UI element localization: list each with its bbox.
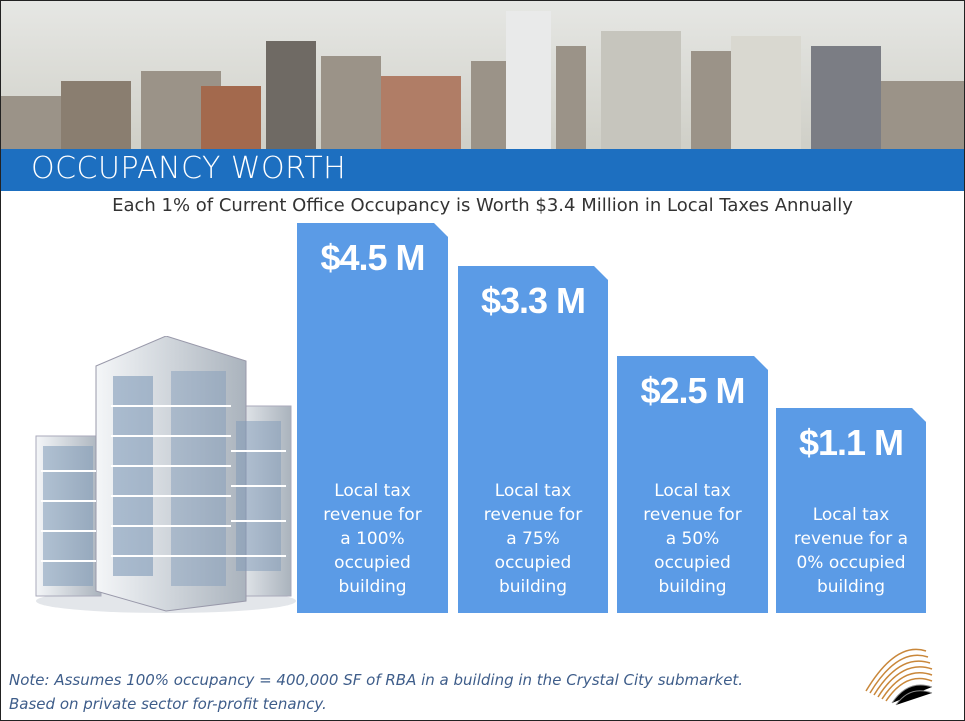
card-value: $2.5 M <box>623 370 762 412</box>
subtitle: Each 1% of Current Office Occupancy is W… <box>1 195 964 216</box>
note: Note: Assumes 100% occupancy = 400,000 S… <box>9 671 743 689</box>
card-description: Local tax revenue for a 50% occupied bui… <box>623 479 762 599</box>
card: $3.3 M Local tax revenue for a 75% occup… <box>458 266 608 613</box>
card: $1.1 M Local tax revenue for a 0% occupi… <box>776 408 926 613</box>
card: $4.5 M Local tax revenue for a 100% occu… <box>297 223 448 613</box>
card-value: $4.5 M <box>303 237 442 279</box>
building-illustration <box>31 336 301 626</box>
card-value: $3.3 M <box>464 280 602 322</box>
skyline-image <box>1 1 964 151</box>
card-description: Local tax revenue for a 0% occupied buil… <box>782 503 920 599</box>
card-description: Local tax revenue for a 75% occupied bui… <box>464 479 602 599</box>
card-value: $1.1 M <box>782 422 920 464</box>
logo <box>856 631 936 711</box>
slide: OCCUPANCY WORTH Each 1% of Current Offic… <box>0 0 965 721</box>
note: Based on private sector for-profit tenan… <box>9 695 327 713</box>
card: $2.5 M Local tax revenue for a 50% occup… <box>617 356 768 613</box>
slide-title: OCCUPANCY WORTH <box>31 151 346 186</box>
card-description: Local tax revenue for a 100% occupied bu… <box>303 479 442 599</box>
